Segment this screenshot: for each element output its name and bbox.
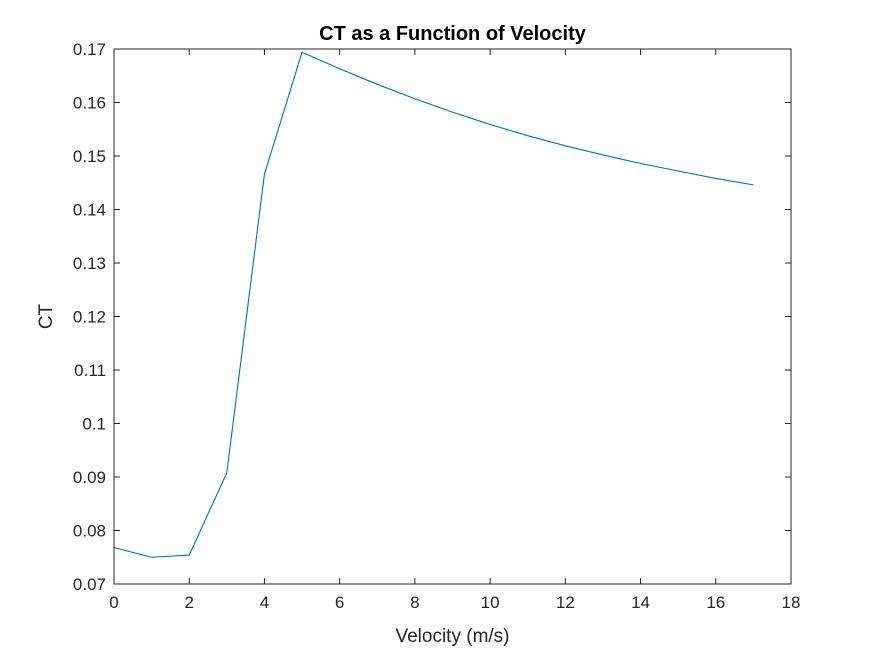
x-tick-label: 0 [109, 593, 118, 612]
y-tick-label: 0.13 [73, 254, 106, 273]
x-tick-label: 6 [335, 593, 344, 612]
y-tick-label: 0.1 [82, 415, 106, 434]
series-layer [113, 51, 754, 558]
y-tick-label: 0.07 [73, 575, 106, 594]
y-tick-label: 0.12 [73, 308, 106, 327]
plot-frame [113, 48, 792, 585]
x-axis-label: Velocity (m/s) [395, 626, 509, 647]
x-tick-label: 2 [184, 593, 193, 612]
x-tick-label: 12 [556, 593, 575, 612]
y-tick-label: 0.11 [74, 361, 106, 380]
series-line-ct [113, 51, 754, 558]
y-tick-label: 0.08 [73, 522, 106, 541]
x-tick-label: 18 [782, 593, 801, 612]
y-tick-label: 0.15 [73, 147, 106, 166]
x-tick-label: 10 [481, 593, 500, 612]
x-tick-label: 8 [410, 593, 419, 612]
ticks-layer [113, 48, 792, 585]
tick-labels-layer: 0 2 4 6 8 10 12 14 16 18 0.07 0.08 0.09 0.1 0.11 0.12 0.… [73, 40, 801, 612]
x-tick-label: 16 [706, 593, 725, 612]
y-tick-label: 0.14 [73, 201, 106, 220]
y-tick-label: 0.16 [73, 94, 106, 113]
y-tick-label: 0.17 [73, 40, 106, 59]
y-axis-label: CT [36, 303, 57, 329]
plot-area [114, 49, 791, 584]
chart-title: CT as a Function of Velocity [319, 23, 587, 45]
y-tick-label: 0.09 [73, 468, 106, 487]
x-tick-label: 14 [631, 593, 650, 612]
x-tick-label: 4 [260, 593, 269, 612]
